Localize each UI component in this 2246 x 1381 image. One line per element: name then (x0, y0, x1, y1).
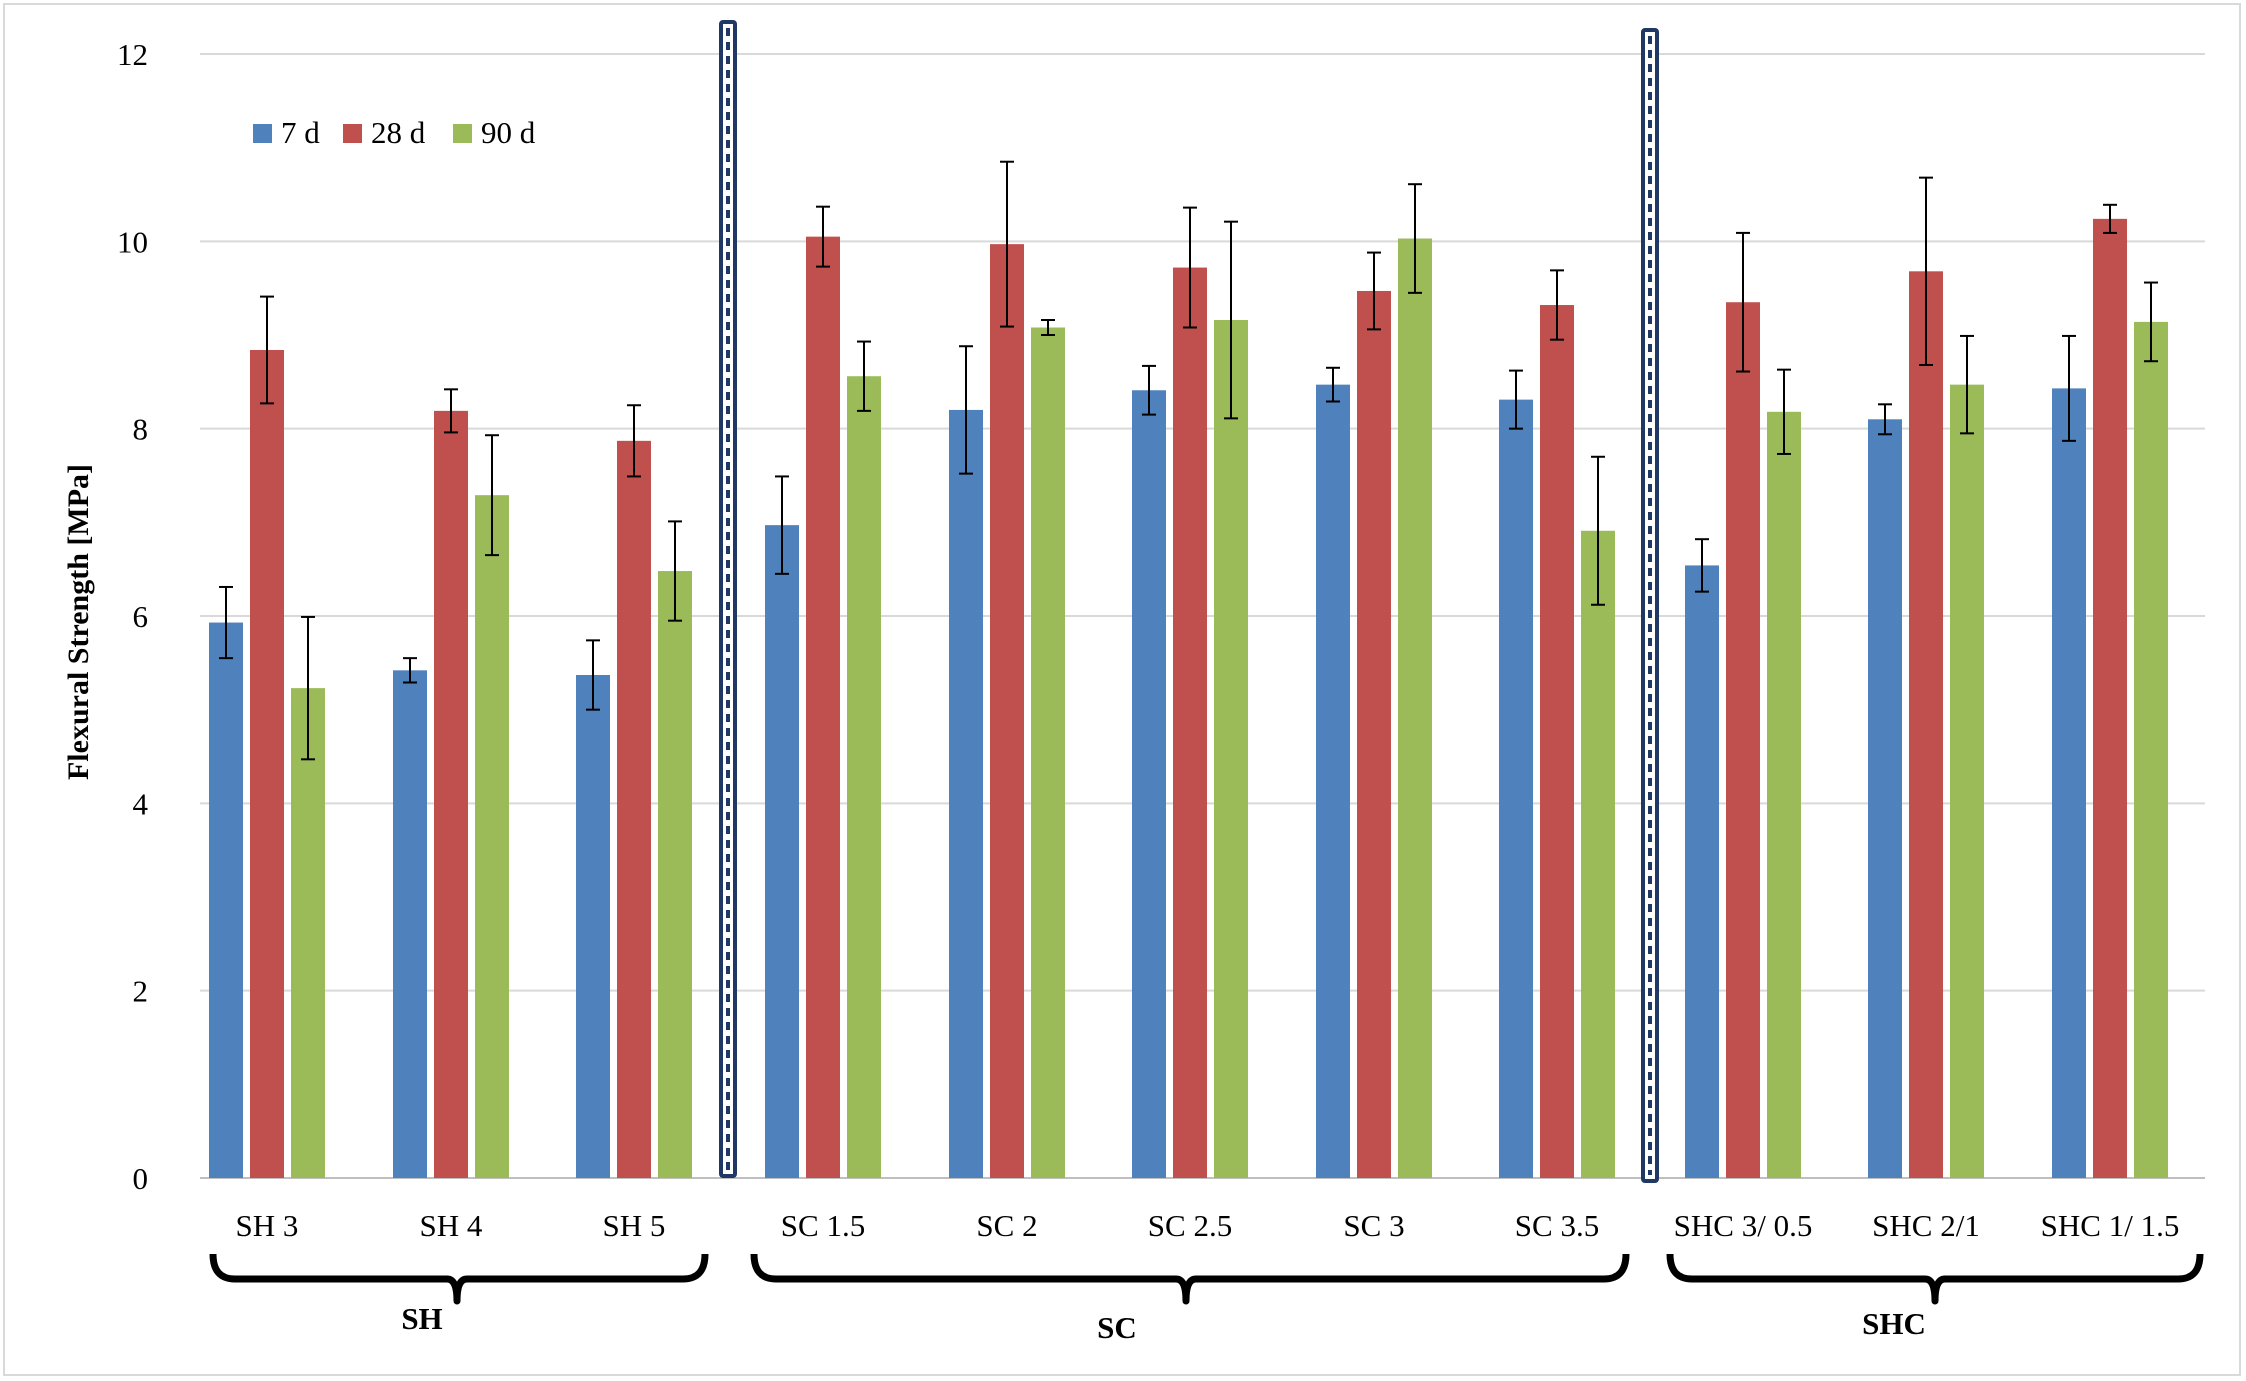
error-bars (219, 160, 2158, 761)
group-brace (750, 1253, 1630, 1305)
group-brace (1666, 1253, 2204, 1305)
bar-7d-SH-4 (393, 670, 427, 1178)
bar-7d-SC-3-5 (1499, 399, 1533, 1178)
group-divider (719, 20, 737, 1178)
group-divider (1641, 28, 1659, 1183)
y-tick-label: 0 (133, 1161, 149, 1196)
bar-90d-SH-3 (291, 688, 325, 1178)
y-tick-label: 10 (117, 224, 148, 259)
y-axis-title: Flexural Strength [MPa] (62, 464, 95, 780)
bar-90d-SHC-3-0-5 (1767, 411, 1801, 1179)
bar-90d-SC-1-5 (847, 376, 881, 1178)
y-axis-ticks: 0 2 4 6 8 10 12 (117, 37, 149, 1196)
y-tick-label: 6 (133, 599, 149, 634)
bar-7d-SC-3 (1316, 384, 1350, 1179)
bar-90d-SHC-1-1-5 (2134, 321, 2168, 1178)
x-category-label: SH 5 (603, 1208, 666, 1243)
group-brace (209, 1253, 709, 1305)
x-category-label: SH 3 (236, 1208, 299, 1243)
bar-28d-SC-3-5 (1540, 305, 1574, 1178)
bar-28d-SC-3 (1357, 290, 1391, 1178)
bar-7d-SH-3 (209, 622, 243, 1178)
group-label: SC (1097, 1310, 1137, 1345)
legend: 7 d 28 d 90 d (253, 115, 536, 150)
bar-90d-SC-2-5 (1214, 320, 1248, 1179)
bar-7d-SH-5 (576, 675, 610, 1178)
bar-7d-SHC-3-0-5 (1685, 565, 1719, 1178)
legend-swatch (253, 124, 272, 143)
bar-28d-SHC-2-1 (1909, 271, 1943, 1179)
bar-90d-SC-3-5 (1581, 530, 1615, 1178)
x-category-label: SH 4 (420, 1208, 483, 1243)
x-category-label: SHC 1/ 1.5 (2041, 1208, 2180, 1243)
bar-90d-SC-3 (1398, 238, 1432, 1179)
x-category-label: SHC 3/ 0.5 (1674, 1208, 1813, 1243)
bar-28d-SC-2-5 (1173, 267, 1207, 1178)
legend-label: 7 d (281, 115, 320, 150)
bar-28d-SC-2 (990, 244, 1024, 1179)
x-axis-categories: SH 3 SH 4 SH 5 SC 1.5 SC 2 SC 2.5 SC 3 SC 3.5 SH… (236, 1208, 2180, 1243)
group-braces: SH SC SHC (209, 1253, 2204, 1345)
x-category-label: SC 2 (976, 1208, 1037, 1243)
legend-swatch (453, 124, 472, 143)
x-category-label: SC 1.5 (781, 1208, 865, 1243)
y-tick-label: 8 (133, 412, 149, 447)
x-category-label: SHC 2/1 (1872, 1208, 1980, 1243)
bar-7d-SC-2 (949, 409, 983, 1178)
bar-7d-SC-2-5 (1132, 390, 1166, 1179)
bar-7d-SC-1-5 (765, 525, 799, 1178)
y-tick-label: 2 (133, 974, 149, 1009)
group-dividers (719, 20, 1659, 1183)
bars (209, 218, 2168, 1179)
bar-7d-SHC-1-1-5 (2052, 388, 2086, 1178)
bar-28d-SC-1-5 (806, 236, 840, 1178)
x-category-label: SC 3 (1343, 1208, 1404, 1243)
group-label: SH (401, 1301, 442, 1336)
bar-90d-SHC-2-1 (1950, 384, 1984, 1179)
group-label: SHC (1862, 1306, 1926, 1341)
x-category-label: SC 2.5 (1148, 1208, 1232, 1243)
legend-label: 90 d (481, 115, 536, 150)
bar-90d-SC-2 (1031, 327, 1065, 1178)
y-tick-label: 12 (117, 37, 148, 72)
bar-28d-SH-3 (250, 349, 284, 1178)
y-tick-label: 4 (133, 786, 149, 821)
bar-90d-SH-5 (658, 571, 692, 1178)
x-category-label: SC 3.5 (1515, 1208, 1599, 1243)
bar-28d-SHC-3-0-5 (1726, 302, 1760, 1178)
legend-label: 28 d (371, 115, 426, 150)
bar-28d-SH-4 (434, 410, 468, 1178)
bar-7d-SHC-2-1 (1868, 419, 1902, 1178)
bar-90d-SH-4 (475, 495, 509, 1178)
bar-28d-SH-5 (617, 440, 651, 1178)
legend-swatch (343, 124, 362, 143)
bar-28d-SHC-1-1-5 (2093, 218, 2127, 1178)
